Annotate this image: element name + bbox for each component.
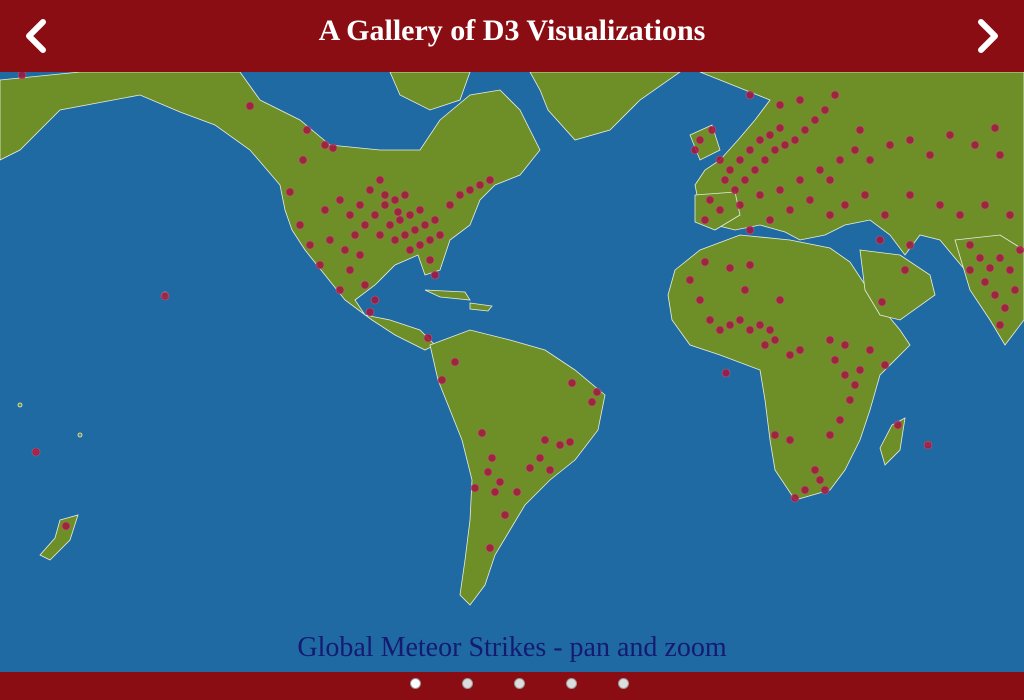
page-dot-4[interactable]: [566, 678, 577, 689]
page-dot-2[interactable]: [462, 678, 473, 689]
page-title: A Gallery of D3 Visualizations: [318, 14, 706, 47]
footer-bar: [0, 672, 1024, 700]
page-dot-3[interactable]: [514, 678, 525, 689]
meteor-markers: [17, 72, 1024, 553]
page-dot-5[interactable]: [618, 678, 629, 689]
page-dot-1[interactable]: [410, 678, 421, 689]
chevron-right-icon: [978, 19, 998, 53]
previous-button[interactable]: [16, 16, 56, 56]
header-bar: A Gallery of D3 Visualizations: [0, 0, 1024, 72]
world-map[interactable]: [0, 72, 1024, 672]
chevron-left-icon: [26, 19, 46, 53]
next-button[interactable]: [968, 16, 1008, 56]
chart-caption: Global Meteor Strikes - pan and zoom: [297, 632, 727, 663]
